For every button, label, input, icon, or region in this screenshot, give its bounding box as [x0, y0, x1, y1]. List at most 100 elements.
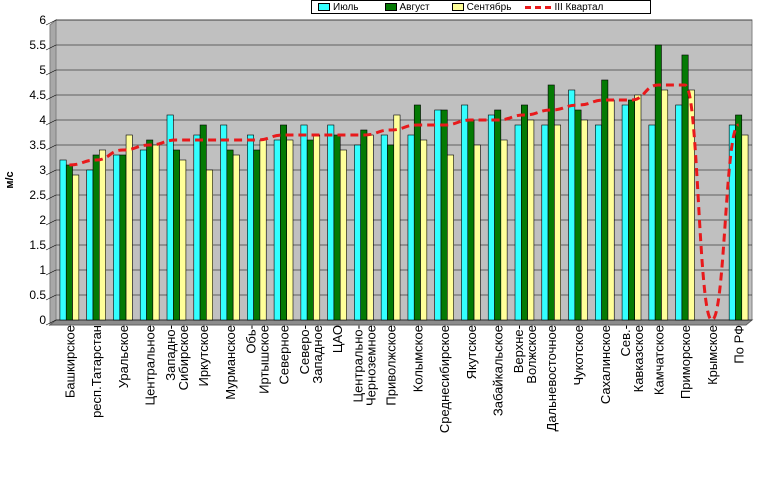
x-tick-label-line: Сахалинское: [598, 325, 613, 404]
bar: [380, 134, 388, 321]
bar: [247, 134, 254, 321]
y-tick-label: 2: [39, 213, 46, 227]
bar: [595, 124, 602, 321]
x-tick-label: Сев.-Кавказское: [618, 325, 646, 392]
bar: [259, 139, 267, 321]
bar: [500, 139, 508, 321]
x-tick-label: Уральское: [116, 325, 131, 388]
x-tick-label-line: Центрально-: [350, 325, 365, 403]
y-tick-label: 5.5: [29, 38, 46, 52]
series-line-quarter: [69, 83, 741, 322]
x-tick-label: Среднесибирское: [437, 325, 452, 433]
bar: [521, 104, 528, 321]
x-tick-label-line: ЦАО: [330, 325, 345, 353]
x-tick-label: Центральное: [143, 325, 158, 405]
bar: [206, 169, 213, 321]
x-tick-label: Иркутское: [196, 325, 211, 387]
x-tick-label: Якутское: [464, 325, 479, 379]
bar: [527, 119, 535, 321]
gridline-side: [45, 94, 57, 101]
bar: [366, 134, 374, 321]
legend: Июль Август Сентябрь III Квартал: [311, 0, 651, 14]
x-tick-label-line: Приморское: [678, 325, 693, 399]
legend-swatch-july: [318, 3, 330, 11]
x-tick-label: Верхне-Волжское: [511, 325, 539, 384]
x-tick-label-line: Забайкальское: [491, 325, 506, 416]
bar: [514, 124, 522, 321]
x-tick-label-line: Камчатское: [651, 325, 666, 395]
bar: [735, 114, 743, 321]
bar: [119, 154, 127, 321]
x-tick-label: Западно-Сибирское: [163, 325, 191, 390]
x-tick-label-line: Иркутское: [196, 325, 211, 387]
bar: [313, 134, 321, 321]
bar: [354, 144, 361, 321]
bar: [461, 104, 469, 321]
bar: [687, 89, 695, 321]
bar: [199, 124, 207, 321]
x-tick-label: Дальневосточное: [544, 325, 559, 431]
x-tick-label-line: Верхне-: [511, 325, 526, 373]
gridline-side: [45, 194, 57, 201]
bar: [440, 109, 448, 321]
bar: [139, 149, 147, 321]
bar: [413, 104, 421, 321]
bar: [280, 124, 287, 321]
bar: [220, 124, 228, 321]
x-tick-label-line: Чукотское: [571, 325, 586, 386]
x-tick-label: Колымское: [410, 325, 425, 392]
bar: [547, 84, 555, 321]
bar: [253, 149, 261, 321]
x-tick-label-line: Дальневосточное: [544, 325, 559, 431]
legend-item-august: Август: [384, 1, 430, 13]
x-tick-label-line: По РФ: [732, 325, 747, 364]
x-tick-label-line: Западное: [310, 325, 325, 384]
x-tick-label-line: Мурманское: [223, 325, 238, 400]
x-tick-label: Забайкальское: [491, 325, 506, 416]
x-tick-label-line: Башкирское: [62, 325, 77, 398]
x-tick-label: Сахалинское: [598, 325, 613, 404]
x-tick-label: ЦАО: [330, 325, 345, 353]
gridline-side: [45, 69, 57, 76]
gridline-side: [45, 44, 57, 51]
x-tick-label: Обь-Иртышское: [243, 325, 271, 394]
bar: [574, 109, 582, 321]
x-tick-label-line: Иртышское: [256, 325, 271, 394]
bar: [661, 89, 669, 321]
bar: [434, 109, 442, 321]
y-tick-label: 1.5: [29, 238, 46, 252]
x-tick-label-line: Крымское: [705, 325, 720, 385]
y-tick-label: 4: [39, 113, 46, 127]
bar: [487, 114, 495, 321]
legend-line-quarter: [525, 5, 552, 9]
gridline-side: [45, 219, 57, 226]
bar: [232, 154, 240, 321]
bar: [681, 54, 689, 321]
bar: [601, 79, 609, 321]
bar: [152, 144, 160, 321]
bar: [387, 144, 395, 321]
bar: [568, 89, 576, 321]
x-tick-label-line: Среднесибирское: [437, 325, 452, 433]
legend-swatch-august: [384, 3, 397, 11]
bar: [306, 139, 314, 321]
x-tick-label-line: Якутское: [464, 325, 479, 379]
y-axis-title-text: м/с: [4, 171, 16, 189]
legend-label-august: Август: [399, 1, 430, 13]
x-tick-label: Камчатское: [651, 325, 666, 395]
gridline-side: [45, 144, 57, 151]
x-tick-label-line: Центральное: [143, 325, 158, 405]
x-tick-label: Мурманское: [223, 325, 238, 400]
x-tick-label: Чукотское: [571, 325, 586, 386]
y-axis-title: м/с: [0, 150, 20, 210]
x-tick-label-line: Уральское: [116, 325, 131, 388]
bar: [179, 159, 187, 321]
legend-item-september: Сентябрь: [451, 2, 511, 13]
bar: [607, 99, 615, 321]
bar: [580, 119, 588, 321]
bar: [333, 134, 341, 321]
x-tick-label: Крымское: [705, 325, 720, 385]
bar: [554, 124, 561, 321]
